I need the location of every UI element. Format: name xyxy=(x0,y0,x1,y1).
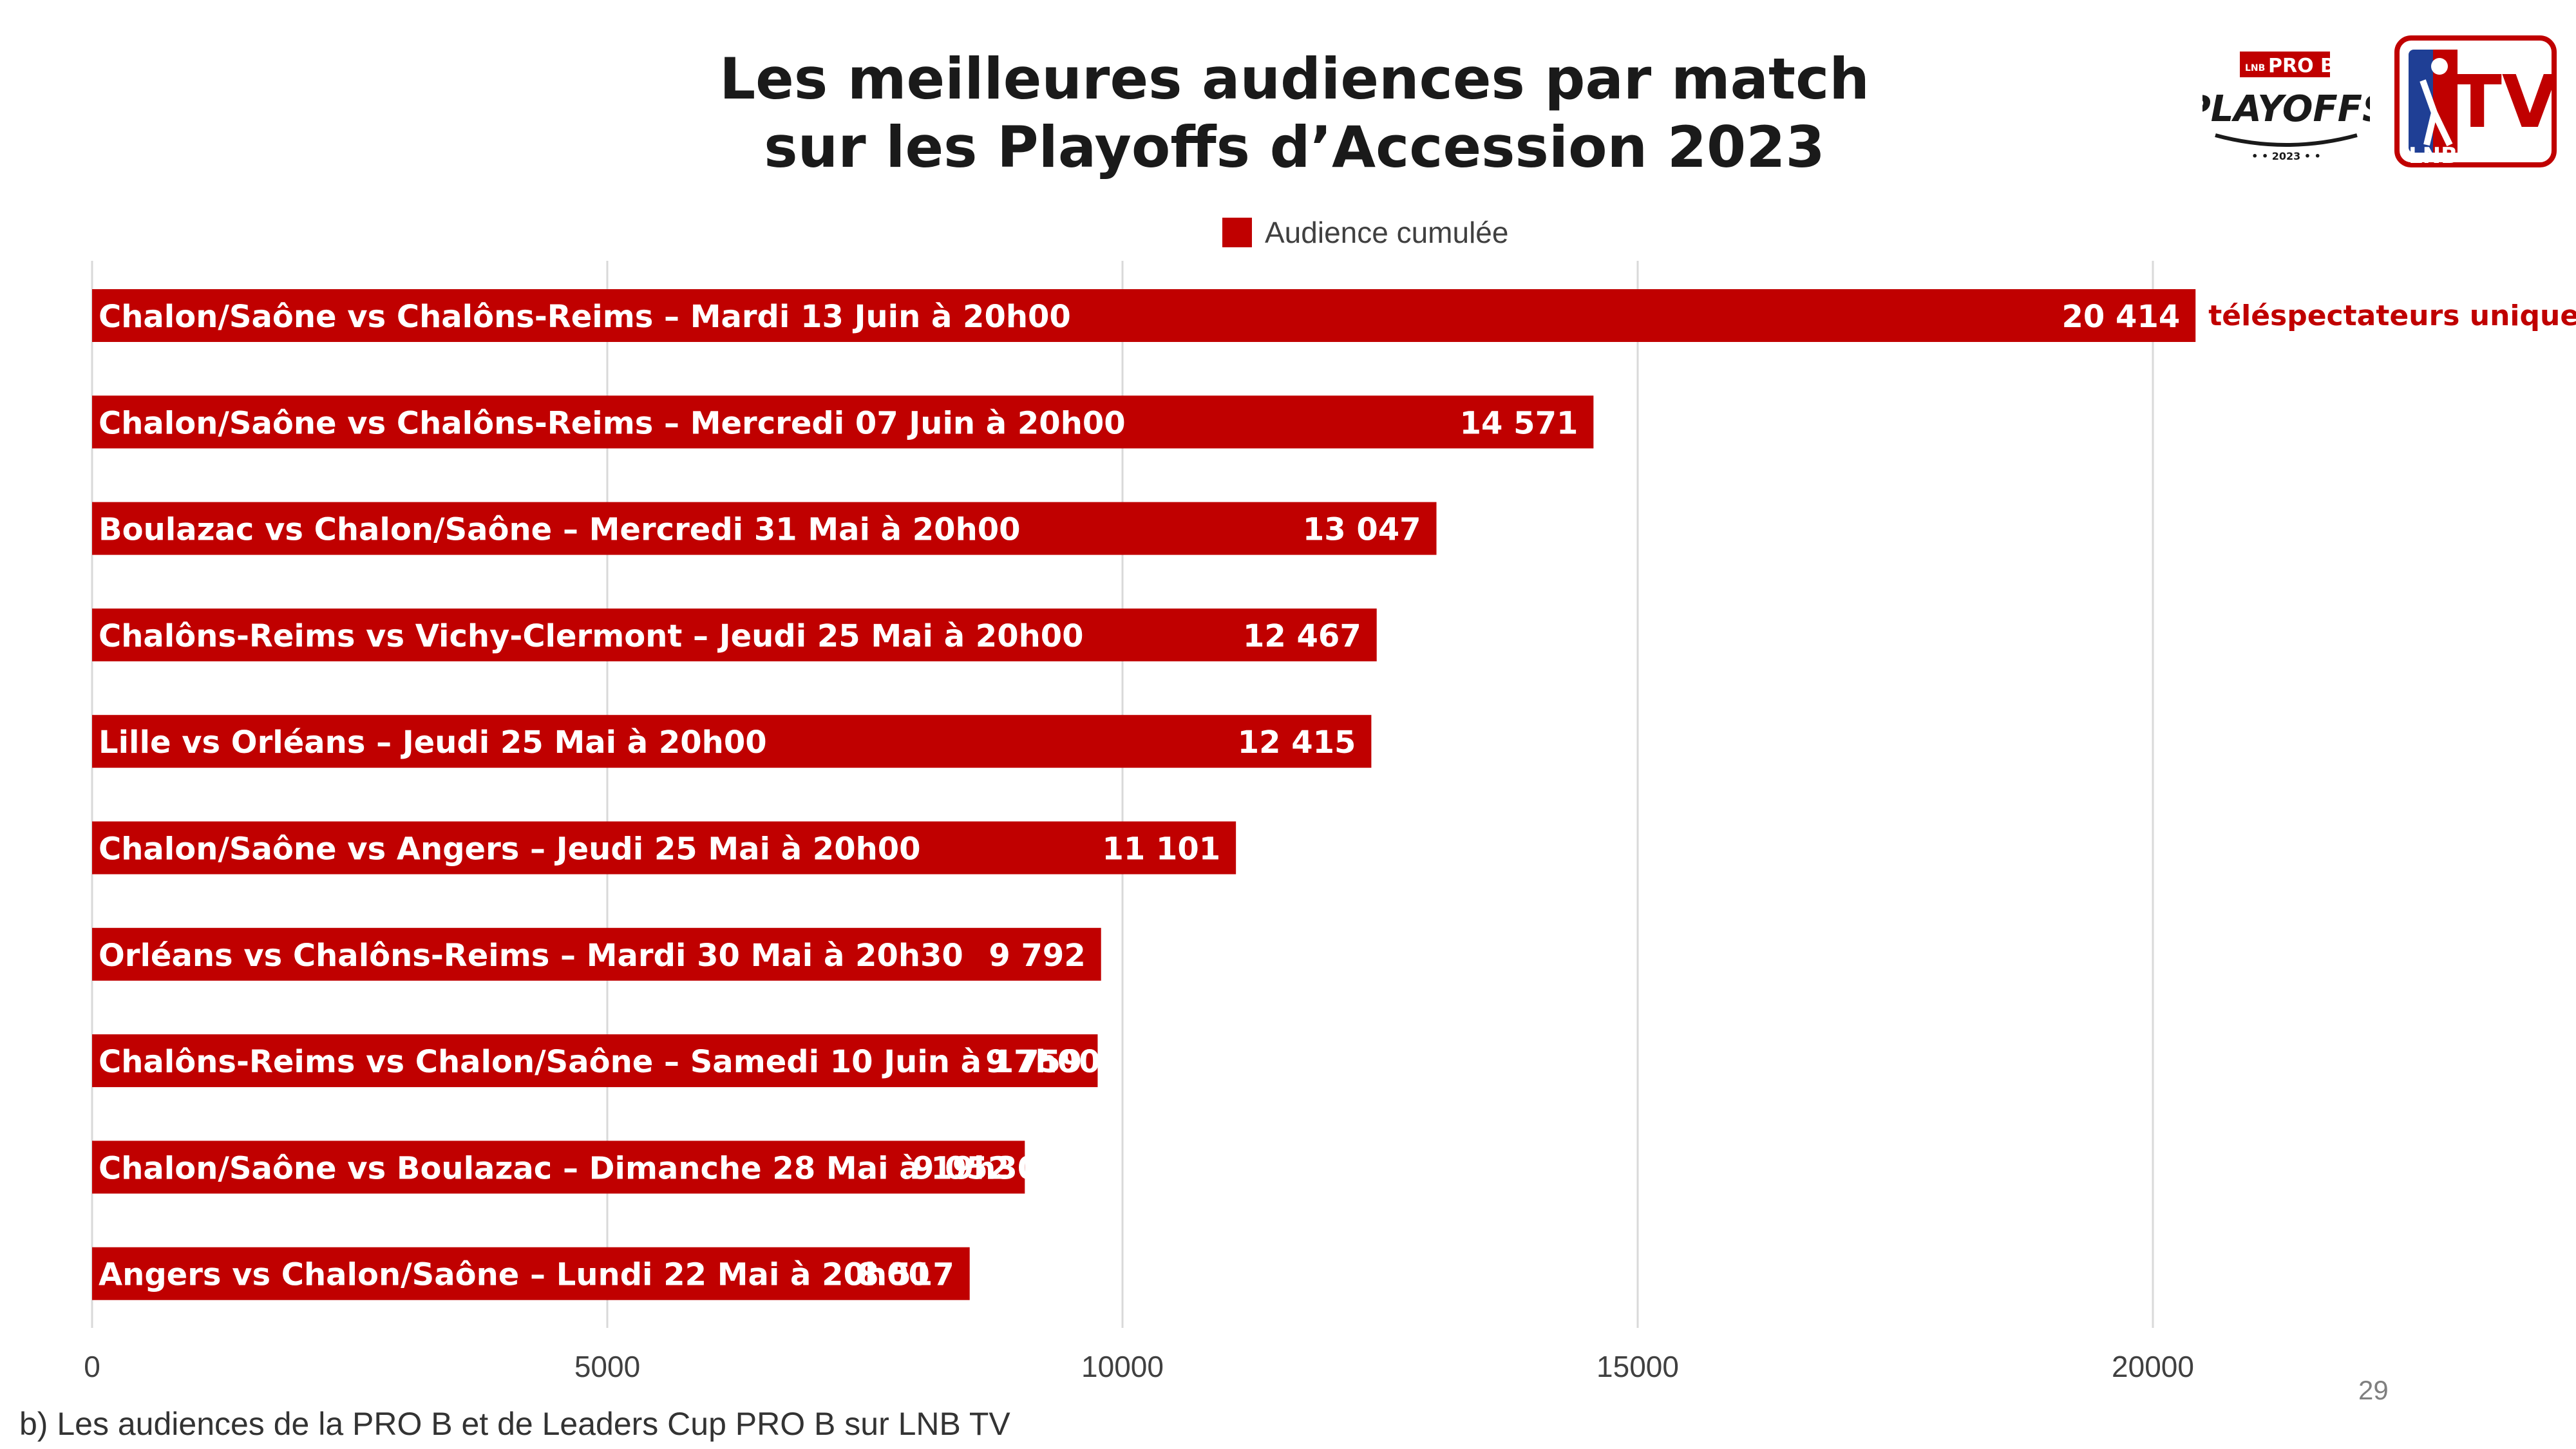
bar-9 xyxy=(92,1141,1025,1194)
x-tick-label-0: 0 xyxy=(84,1350,100,1383)
logo-playoffs-text: PLAYOFFS xyxy=(2202,88,2370,130)
bar-category-label-7: Orléans vs Chalôns-Reims – Mardi 30 Mai … xyxy=(99,938,963,974)
bar-value-label-9: 9 052 xyxy=(913,1150,1009,1186)
player-silhouette-icon xyxy=(2420,79,2453,147)
logo-swoosh xyxy=(2215,133,2358,147)
bar-value-label-6: 11 101 xyxy=(1102,831,1220,867)
x-tick-label-5000: 5000 xyxy=(574,1350,640,1383)
chart-title-line-1: Les meilleures audiences par match xyxy=(719,46,1870,112)
bar-5 xyxy=(92,715,1372,768)
logo-lnb-text: LNB xyxy=(2245,63,2265,73)
bar-category-label-6: Chalon/Saône vs Angers – Jeudi 25 Mai à … xyxy=(99,831,921,867)
pro-b-playoffs-logo: LNB PRO B PLAYOFFS • • 2023 • • xyxy=(2202,52,2370,162)
basketball-icon xyxy=(2431,58,2448,75)
bar-1 xyxy=(92,289,2196,342)
chart-title: Les meilleures audiences par match sur l… xyxy=(670,45,1919,182)
bar-2 xyxy=(92,395,1594,449)
chart-title-line-2: sur les Playoffs d’Accession 2023 xyxy=(764,114,1825,180)
legend-label: Audience cumulée xyxy=(1265,216,1509,249)
x-tick-label-15000: 15000 xyxy=(1596,1350,1679,1383)
lnb-tv-logo: LNB TV xyxy=(2394,35,2557,167)
bar-category-label-8: Chalôns-Reims vs Chalon/Saône – Samedi 1… xyxy=(99,1044,1101,1080)
bar-value-label-4: 12 467 xyxy=(1243,618,1361,654)
logo-pro-b-text: PRO B xyxy=(2268,55,2335,77)
logo-lnb-text: LNB xyxy=(2409,143,2458,167)
bar-category-label-5: Lille vs Orléans – Jeudi 25 Mai à 20h00 xyxy=(99,724,767,761)
bar-category-label-1: Chalon/Saône vs Chalôns-Reims – Mardi 13… xyxy=(99,299,1071,335)
bar-category-label-2: Chalon/Saône vs Chalôns-Reims – Mercredi… xyxy=(99,405,1126,441)
bar-value-label-10: 8 517 xyxy=(857,1257,954,1293)
legend: Audience cumulée xyxy=(1222,216,1508,249)
bar-category-label-4: Chalôns-Reims vs Vichy-Clermont – Jeudi … xyxy=(99,618,1084,654)
bar-value-label-3: 13 047 xyxy=(1303,512,1421,548)
bar-category-label-3: Boulazac vs Chalon/Saône – Mercredi 31 M… xyxy=(99,512,1021,548)
bar-8 xyxy=(92,1034,1098,1088)
logo-year-text: • • 2023 • • xyxy=(2251,150,2321,162)
annotation-unique-viewers: téléspectateurs uniques xyxy=(2208,299,2576,332)
logo-pro-b-badge xyxy=(2240,52,2330,77)
legend-swatch xyxy=(1222,218,1252,247)
page-number: 29 xyxy=(2358,1375,2389,1405)
bar-category-label-9: Chalon/Saône vs Boulazac – Dimanche 28 M… xyxy=(99,1150,1039,1186)
footnote: b) Les audiences de la PRO B et de Leade… xyxy=(19,1406,1010,1442)
bar-7 xyxy=(92,927,1101,981)
x-tick-label-10000: 10000 xyxy=(1081,1350,1164,1383)
bar-3 xyxy=(92,502,1437,555)
bar-10 xyxy=(92,1247,970,1300)
bar-value-label-2: 14 571 xyxy=(1460,405,1578,441)
bar-6 xyxy=(92,821,1236,875)
bar-4 xyxy=(92,608,1377,661)
x-tick-label-20000: 20000 xyxy=(2112,1350,2194,1383)
logo-tv-text: TV xyxy=(2452,61,2557,144)
bar-value-label-1: 20 414 xyxy=(2062,299,2181,335)
bar-category-label-10: Angers vs Chalon/Saône – Lundi 22 Mai à … xyxy=(99,1257,930,1293)
bar-value-label-5: 12 415 xyxy=(1238,724,1356,761)
bar-value-label-8: 9 759 xyxy=(985,1044,1082,1080)
bar-value-label-7: 9 792 xyxy=(989,938,1085,974)
